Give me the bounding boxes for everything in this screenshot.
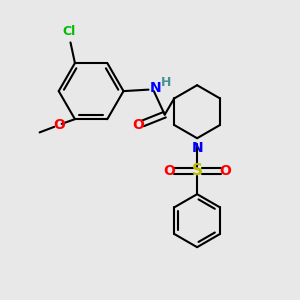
Text: Cl: Cl — [62, 25, 76, 38]
Text: N: N — [191, 141, 203, 155]
Text: O: O — [219, 164, 231, 178]
Text: H: H — [161, 76, 171, 89]
Text: O: O — [53, 118, 65, 132]
Text: N: N — [150, 81, 162, 95]
Text: O: O — [163, 164, 175, 178]
Text: O: O — [132, 118, 144, 132]
Text: S: S — [192, 163, 203, 178]
